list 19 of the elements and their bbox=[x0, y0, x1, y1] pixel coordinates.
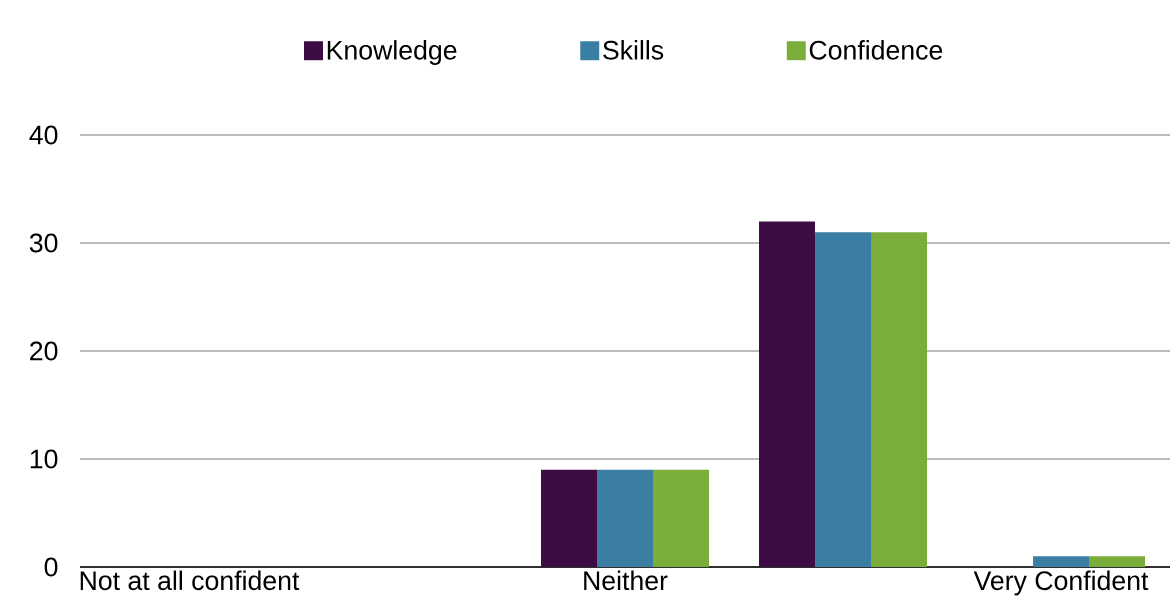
legend-label: Knowledge bbox=[327, 40, 457, 65]
x-tick-label: Not at all confident bbox=[80, 570, 300, 591]
bar bbox=[653, 469, 710, 567]
x-tick-label: Neither bbox=[584, 570, 668, 591]
bar bbox=[597, 469, 654, 567]
bar bbox=[1089, 556, 1146, 567]
x-tick-label: Very Confident bbox=[973, 570, 1149, 596]
y-tick-label: 20 bbox=[30, 341, 58, 361]
y-tick-label: 0 bbox=[44, 557, 58, 577]
bar bbox=[541, 469, 598, 567]
bar bbox=[759, 221, 816, 567]
legend-label: Confidence bbox=[809, 40, 943, 60]
y-tick-label: 10 bbox=[30, 449, 58, 469]
bar bbox=[871, 232, 928, 567]
legend-label: Skills bbox=[603, 40, 664, 60]
y-tick-label: 30 bbox=[29, 233, 58, 253]
bar bbox=[815, 232, 872, 567]
bar bbox=[1033, 556, 1090, 567]
y-tick-label: 40 bbox=[29, 125, 58, 145]
